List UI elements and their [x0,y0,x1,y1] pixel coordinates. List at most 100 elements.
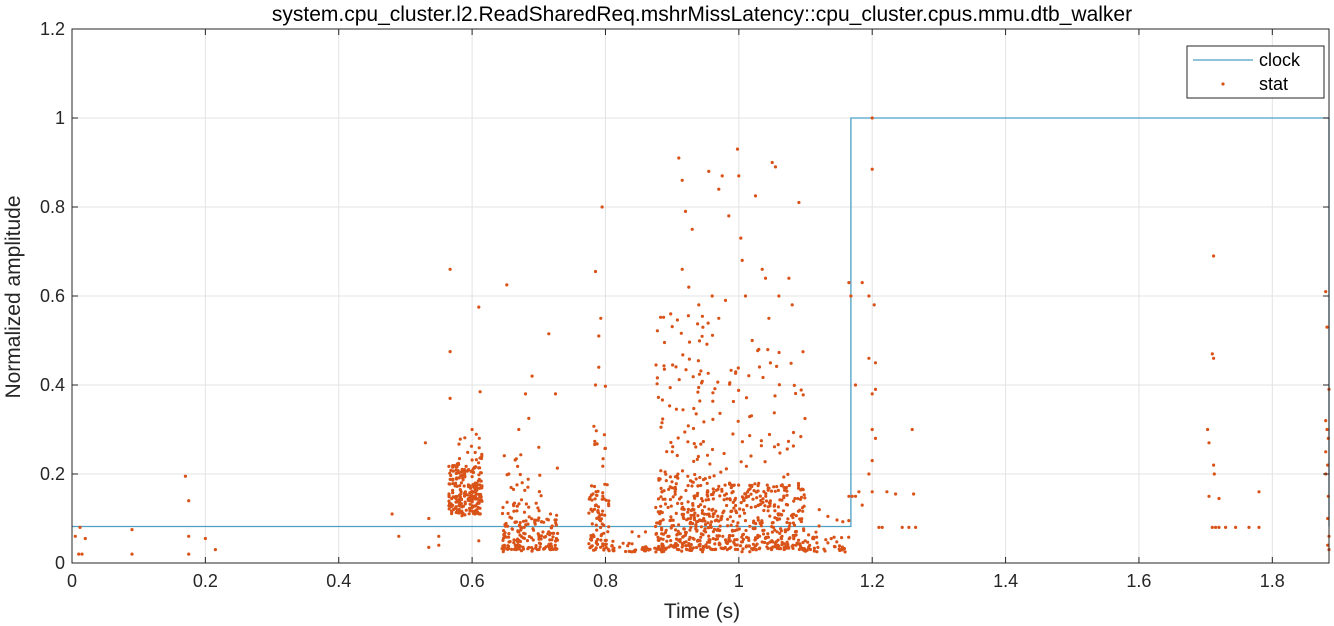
stat-point [773,528,777,532]
stat-point [548,512,553,516]
stat-point [817,508,821,512]
stat-point [686,424,690,428]
stat-point [741,547,745,551]
stat-point [427,516,431,521]
stat-point [707,507,711,511]
stat-point [799,435,803,439]
stat-point [785,489,789,493]
stat-point [463,502,467,506]
stat-point [642,549,647,553]
stat-point [454,481,458,485]
stat-point [907,525,911,530]
stat-point [692,518,697,522]
stat-point [627,549,631,554]
stat-point [770,160,774,165]
stat-point [683,209,688,213]
stat-point [630,542,634,546]
stat-point [517,523,522,528]
stat-point [870,490,874,494]
stat-point [655,329,660,333]
stat-point [792,499,796,503]
stat-point [660,421,664,425]
stat-point [670,486,674,490]
stat-point [624,549,628,554]
stat-point [785,493,789,497]
stat-point [519,453,523,457]
stat-point [518,521,522,525]
stat-point [599,534,603,538]
stat-point [720,174,724,178]
stat-point [711,391,715,395]
stat-point [696,491,700,495]
stat-point [658,512,662,516]
stat-point [656,535,660,539]
stat-point [477,446,481,450]
stat-point [1212,254,1216,258]
stat-point [506,524,510,528]
stat-point [684,544,688,548]
x-tick-label: 1.6 [1126,571,1151,591]
stat-point [717,534,722,538]
stat-point [728,515,733,519]
stat-point [867,294,871,298]
stat-point [829,537,833,541]
stat-point [537,490,542,494]
stat-point [1212,472,1216,476]
stat-point [796,484,801,488]
stat-point [705,453,710,457]
stat-point [663,502,668,506]
x-tick-label: 1.2 [860,571,885,591]
stat-point [816,545,820,550]
stat-point [756,518,760,522]
stat-point [680,545,684,549]
stat-point [701,440,706,444]
stat-point [661,417,665,421]
stat-point [840,536,844,540]
x-tick-label: 0 [67,571,77,591]
stat-point [679,331,683,335]
stat-point [457,507,461,511]
stat-point [817,524,821,528]
stat-point [674,482,678,486]
stat-point [900,525,904,530]
stat-point [480,499,484,503]
stat-point [737,174,741,178]
stat-point [700,519,705,523]
stat-point [711,514,715,519]
stat-point [791,516,795,520]
stat-point [659,504,663,508]
stat-point [812,546,817,550]
stat-point [599,525,603,530]
stat-point [601,491,605,495]
stat-point [502,536,506,540]
stat-point [463,468,467,472]
stat-point [539,494,543,498]
stat-point [589,507,593,511]
stat-point [466,485,471,489]
stat-point [680,549,684,553]
stat-point [721,534,725,538]
stat-point [737,483,741,487]
stat-point [478,483,482,487]
stat-point [772,445,777,449]
stat-point [870,392,874,396]
stat-point [612,549,616,553]
stat-point [710,447,715,452]
stat-point [719,518,723,522]
stat-point [700,334,704,338]
stat-point [517,427,521,432]
stat-point [454,476,458,480]
stat-point [772,411,776,415]
stat-point [661,518,665,522]
stat-point [688,479,693,483]
stat-point [787,483,791,488]
stat-point [744,396,749,400]
stat-point [595,493,599,497]
stat-point [755,496,759,500]
stat-point [706,521,710,525]
stat-point [799,495,804,499]
stat-point [472,504,476,508]
stat-point [734,371,738,375]
stat-point [776,512,780,516]
stat-point [476,501,480,505]
